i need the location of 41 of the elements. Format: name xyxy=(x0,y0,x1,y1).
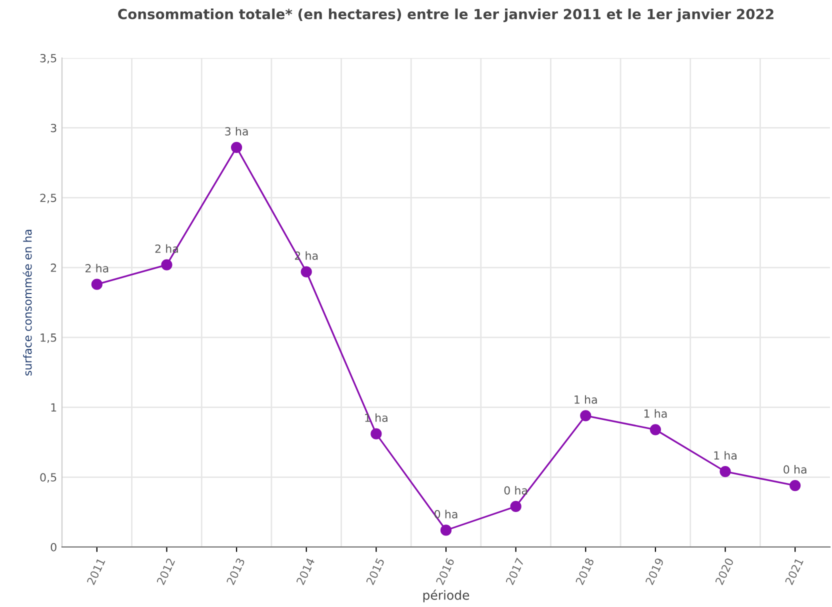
y-tick-label: 3,5 xyxy=(40,54,56,64)
x-tick-label: 2015 xyxy=(366,558,385,586)
data-label: 2 ha xyxy=(86,264,108,272)
y-tick-label: 2,5 xyxy=(40,194,56,204)
data-label: 0 ha xyxy=(504,486,528,495)
point xyxy=(580,410,592,422)
point xyxy=(790,480,801,492)
y-axis-title: surface consommée en ha xyxy=(22,230,32,376)
chart-title: Consommation totale* (en hectares) entre le 1er janvier 2011 et le 1er janvier 2022 xyxy=(118,8,774,22)
x-tick-label: 2021 xyxy=(784,558,804,586)
data-label: 0 ha xyxy=(434,510,458,518)
x-axis-title: période xyxy=(423,590,470,602)
x-tick-label: 2011 xyxy=(86,558,106,586)
point xyxy=(650,424,662,436)
x-tick-label: 2012 xyxy=(156,558,176,586)
point xyxy=(440,524,452,536)
y-tick-label: 0,5 xyxy=(40,473,56,483)
y-tick-label: 1,5 xyxy=(40,334,56,343)
x-tick-label: 2019 xyxy=(645,558,664,586)
data-label: 1 ha xyxy=(644,409,667,418)
x-tick-label: 2018 xyxy=(575,557,594,586)
data-label: 3 ha xyxy=(225,126,248,136)
point xyxy=(300,266,312,278)
x-tick-label: 2020 xyxy=(714,557,734,586)
x-tick-label: 2013 xyxy=(226,558,246,586)
data-label: 0 ha xyxy=(784,465,806,474)
y-tick-label: 1 xyxy=(51,403,56,412)
point xyxy=(91,278,102,290)
point xyxy=(161,259,172,270)
x-tick-label: 2014 xyxy=(296,557,315,586)
point xyxy=(370,428,382,440)
y-tick-label: 0 xyxy=(50,542,56,552)
x-tick-label: 2016 xyxy=(436,557,455,586)
data-label: 1 ha xyxy=(574,395,597,404)
point xyxy=(720,466,731,478)
point xyxy=(510,500,522,512)
point xyxy=(230,142,242,153)
data-label: 1 ha xyxy=(714,451,736,460)
y-tick-label: 2 xyxy=(50,264,56,272)
y-tick-label: 3 xyxy=(50,124,56,132)
x-tick-label: 2017 xyxy=(505,558,524,586)
